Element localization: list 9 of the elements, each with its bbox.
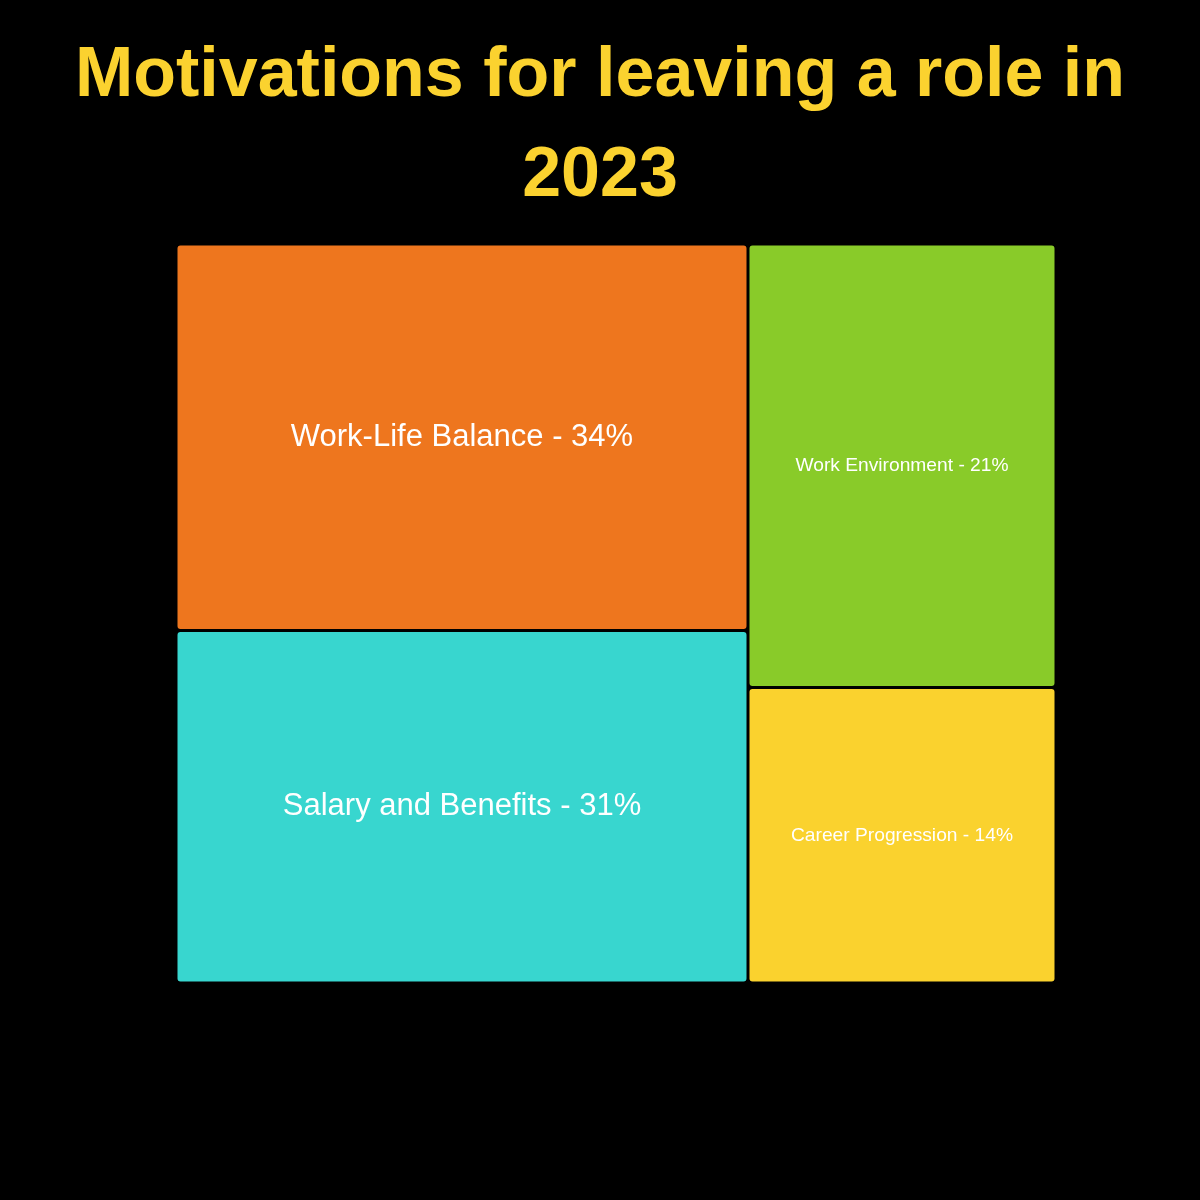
category-label: Work-Life Balance - (290, 417, 563, 453)
category-label: Work Environment - (795, 454, 965, 475)
text: Motivations for leaving a role in 2023 (73, 32, 1127, 213)
data-label: 14% (974, 823, 1013, 845)
category-label: Salary and Benefits - (282, 787, 571, 823)
category-label: Career Progression - (791, 823, 970, 845)
data-label: 34% (571, 417, 634, 453)
data-label: 31% (579, 787, 642, 823)
data-label: 21% (970, 454, 1009, 475)
